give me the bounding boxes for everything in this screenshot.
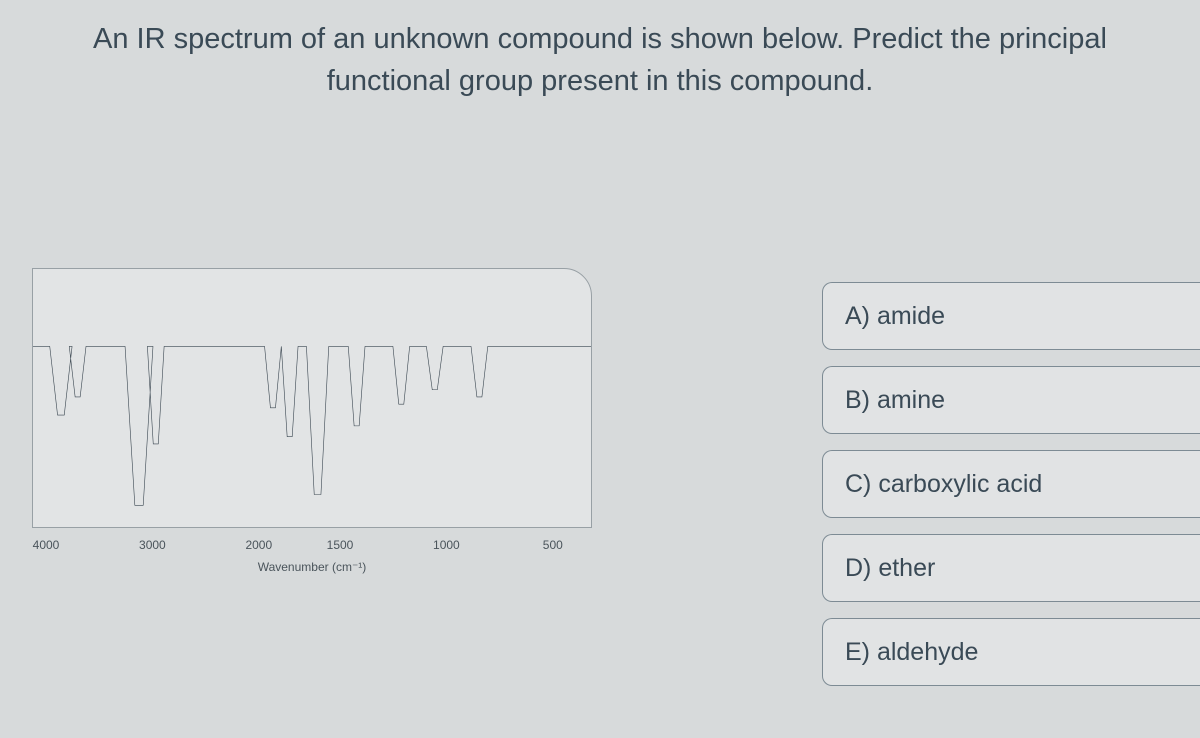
option-label: A) amide <box>845 302 945 331</box>
option-label: C) carboxylic acid <box>845 470 1042 499</box>
axis-tick: 500 <box>543 538 563 552</box>
axis-tick: 1500 <box>327 538 354 552</box>
option-label: B) amine <box>845 386 945 415</box>
option-label: D) ether <box>845 554 935 583</box>
option-label: E) aldehyde <box>845 638 978 667</box>
question-text: An IR spectrum of an unknown compound is… <box>60 18 1140 102</box>
axis-tick: 3000 <box>139 538 166 552</box>
x-axis-title: Wavenumber (cm⁻¹) <box>32 560 592 574</box>
x-axis-ticks: 4000 3000 2000 1500 1000 500 <box>32 538 592 558</box>
answer-options: A) amide B) amine C) carboxylic acid D) … <box>822 282 1200 686</box>
option-d[interactable]: D) ether <box>822 534 1200 602</box>
option-b[interactable]: B) amine <box>822 366 1200 434</box>
spectrum-plot-area <box>32 268 592 528</box>
spectrum-curve <box>33 269 591 527</box>
option-a[interactable]: A) amide <box>822 282 1200 350</box>
option-e[interactable]: E) aldehyde <box>822 618 1200 686</box>
axis-tick: 2000 <box>245 538 272 552</box>
ir-spectrum: 4000 3000 2000 1500 1000 500 Wavenumber (cm⁻¹… <box>0 228 620 608</box>
axis-tick: 1000 <box>433 538 460 552</box>
option-c[interactable]: C) carboxylic acid <box>822 450 1200 518</box>
axis-tick: 4000 <box>33 538 60 552</box>
question-line-1: An IR spectrum of an unknown compound is… <box>93 23 1107 55</box>
question-line-2: functional group present in this compoun… <box>327 65 874 97</box>
